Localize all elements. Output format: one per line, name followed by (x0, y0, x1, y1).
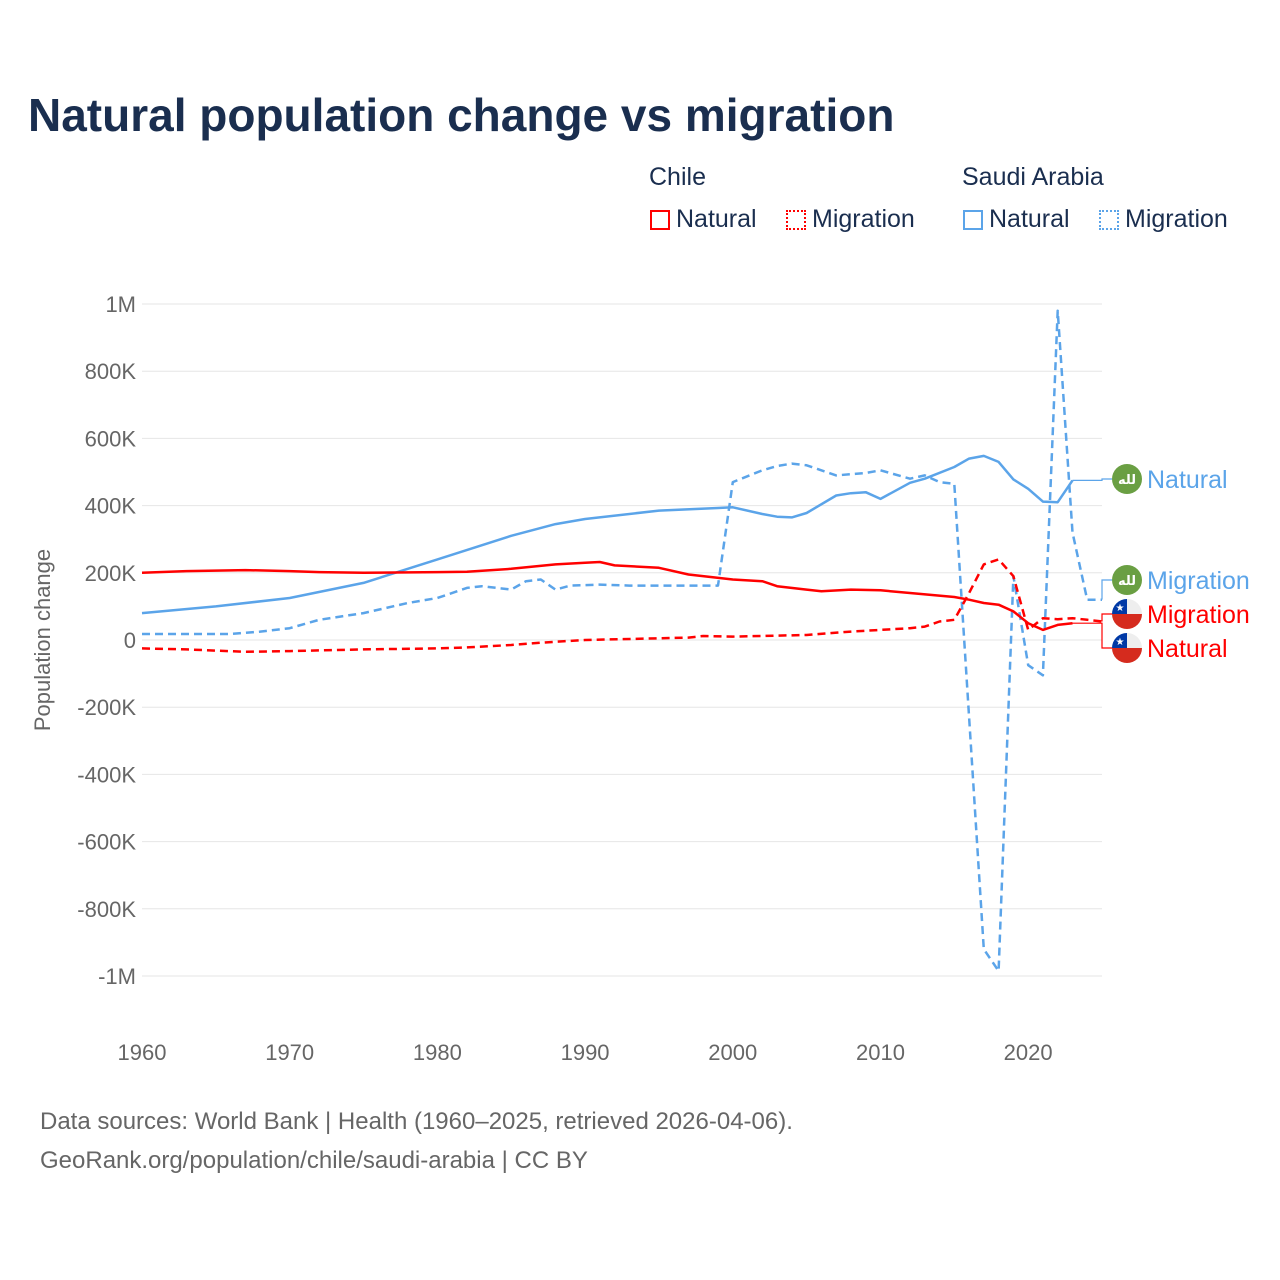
y-tick-label: -400K (77, 762, 136, 787)
flag-script-icon: لله (1118, 573, 1136, 588)
series-line-saudi-arabia-migration (142, 309, 1102, 973)
star-icon: ★ (1116, 603, 1125, 614)
footer-link[interactable]: GeoRank.org/population/chile/saudi-arabi… (40, 1147, 588, 1174)
legend-chile-migration[interactable]: Migration (786, 205, 915, 234)
label-connector (1072, 478, 1112, 481)
x-tick-label: 1960 (118, 1040, 167, 1065)
legend-label: Migration (1125, 205, 1228, 233)
chile-flag-icon (1112, 614, 1142, 629)
series-line-saudi-arabia-natural (141, 454, 1074, 615)
y-tick-label: 600K (85, 426, 137, 451)
legend-label: Natural (989, 205, 1070, 233)
x-tick-label: 2000 (708, 1040, 757, 1065)
chile-flag-icon (1112, 648, 1142, 663)
series-line-chile-natural (141, 560, 1073, 632)
saudi-arabia-flag-icon (1112, 464, 1142, 494)
legend-saudi-migration[interactable]: Migration (1099, 205, 1228, 234)
x-tick-label: 2010 (856, 1040, 905, 1065)
label-connector (1101, 613, 1112, 622)
chile-flag-icon (1112, 633, 1127, 648)
legend-label: Natural (676, 205, 757, 233)
x-tick-label: 1980 (413, 1040, 462, 1065)
dotted-swatch-icon (786, 209, 806, 230)
y-tick-label: 0 (124, 628, 136, 653)
end-label: Natural (1147, 635, 1228, 663)
solid-swatch-icon (650, 209, 670, 230)
x-tick-label: 1990 (561, 1040, 610, 1065)
end-label: Natural (1147, 466, 1228, 494)
legend-chile-natural[interactable]: Natural (650, 205, 757, 234)
star-icon: ★ (1116, 637, 1125, 648)
label-connector (1101, 579, 1112, 600)
legend-group-saudi-arabia: Saudi Arabia (962, 163, 1104, 191)
solid-swatch-icon (963, 209, 983, 230)
y-tick-label: -200K (77, 695, 136, 720)
y-tick-label: -600K (77, 830, 136, 855)
flag-script-icon: لله (1118, 472, 1136, 487)
end-label: Migration (1147, 601, 1250, 629)
dotted-swatch-icon (1099, 209, 1119, 230)
chart-title: Natural population change vs migration (28, 89, 895, 141)
footer-sources: Data sources: World Bank | Health (1960–… (40, 1108, 793, 1135)
y-tick-label: 800K (85, 359, 137, 384)
saudi-arabia-flag-icon (1112, 565, 1142, 595)
y-tick-label: -1M (98, 964, 136, 989)
x-tick-label: 2020 (1004, 1040, 1053, 1065)
legend-group-chile: Chile (649, 163, 706, 191)
series-line-chile-migration (141, 558, 1103, 654)
chile-flag-icon (1112, 599, 1127, 614)
y-tick-label: 400K (85, 494, 137, 519)
legend-label: Migration (812, 205, 915, 233)
x-tick-label: 1970 (265, 1040, 314, 1065)
end-label: Migration (1147, 567, 1250, 595)
y-tick-label: 1M (105, 292, 136, 317)
label-connector (1072, 622, 1112, 649)
y-tick-label: 200K (85, 561, 137, 586)
y-tick-label: -800K (77, 897, 136, 922)
legend-saudi-natural[interactable]: Natural (963, 205, 1070, 234)
y-axis-label: Population change (30, 549, 55, 731)
